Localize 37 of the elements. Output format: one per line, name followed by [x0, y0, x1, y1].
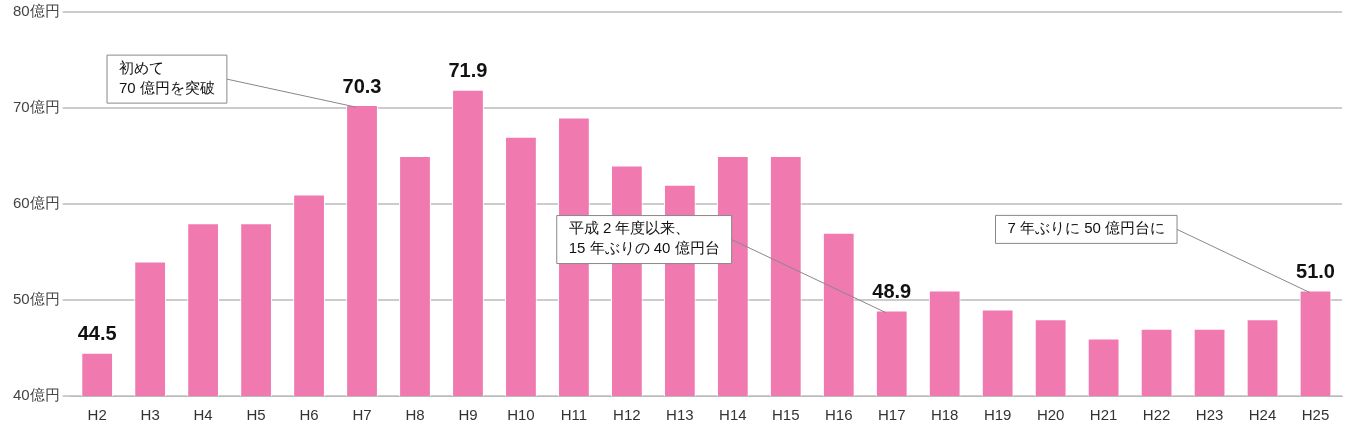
x-tick-label: H17	[877, 406, 906, 424]
annotation: 初めて 70 億円を突破	[119, 58, 215, 96]
x-tick-label: H3	[140, 406, 160, 424]
data-label: 48.9	[872, 280, 912, 303]
data-label: 51.0	[1296, 259, 1335, 282]
x-tick-label: H11	[560, 406, 588, 424]
data-label: 44.5	[77, 322, 117, 345]
x-tick-label: H7	[352, 406, 372, 424]
x-tick-label: H6	[299, 406, 319, 424]
y-tick-label: 60億円	[13, 194, 60, 212]
x-tick-label: H10	[507, 406, 535, 424]
y-tick-label: 70億円	[13, 98, 60, 116]
x-tick-label: H18	[930, 406, 959, 424]
x-tick-label: H22	[1142, 406, 1171, 424]
x-tick-label: H8	[405, 406, 425, 424]
x-tick-label: H13	[666, 406, 694, 424]
y-tick-label: 40億円	[13, 386, 60, 404]
x-tick-label: H23	[1195, 406, 1224, 424]
data-label: 70.3	[342, 74, 382, 97]
x-tick-label: H5	[246, 406, 266, 424]
x-tick-label: H14	[719, 406, 747, 424]
x-tick-label: H19	[983, 406, 1012, 424]
data-label: 71.9	[448, 59, 488, 82]
y-tick-label: 80億円	[13, 2, 60, 20]
x-tick-label: H2	[87, 406, 107, 424]
annotation: 7 年ぶりに 50 億円台に	[1007, 219, 1166, 237]
x-tick-label: H24	[1248, 406, 1277, 424]
x-tick-label: H21	[1089, 406, 1118, 424]
x-tick-label: H16	[825, 406, 853, 424]
x-tick-label: H12	[613, 406, 641, 424]
x-tick-label: H15	[772, 406, 800, 424]
x-tick-label: H25	[1301, 406, 1330, 424]
x-tick-label: H9	[458, 406, 478, 424]
x-tick-label: H20	[1036, 406, 1065, 424]
annotation: 平成 2 年度以来、 15 年ぶりの 40 億円台	[568, 219, 720, 257]
x-tick-label: H4	[193, 406, 213, 424]
y-tick-label: 50億円	[13, 290, 60, 308]
